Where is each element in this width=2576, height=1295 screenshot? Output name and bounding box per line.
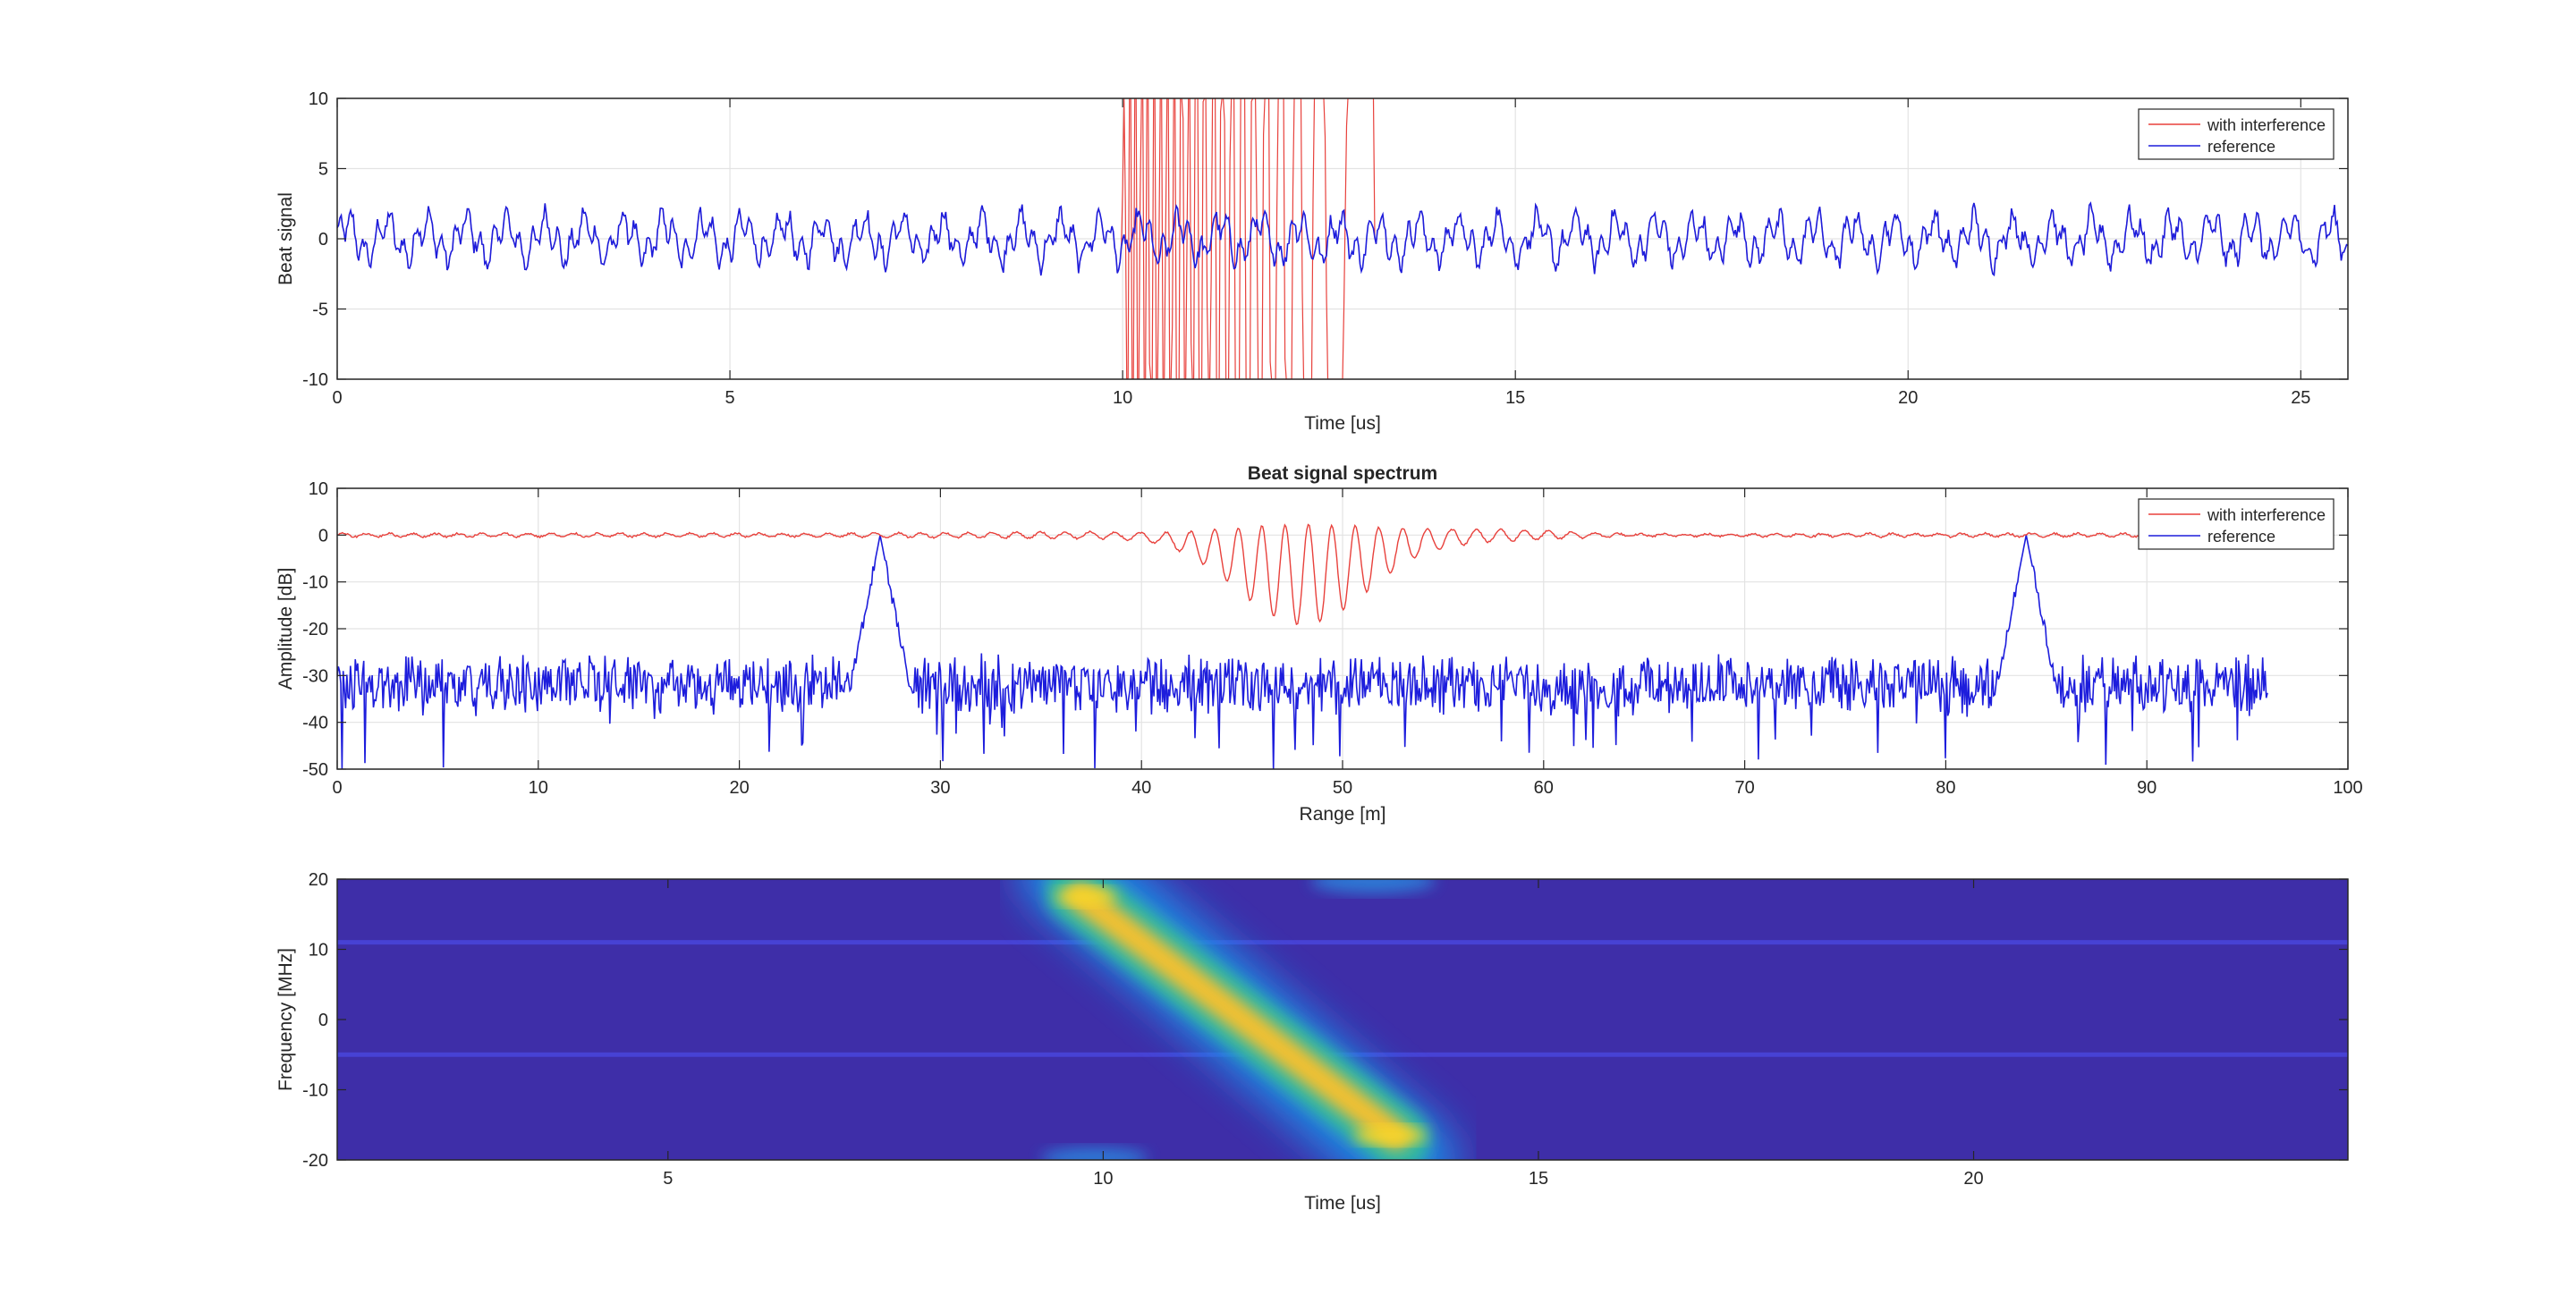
legend-2: with interference reference	[2138, 498, 2334, 550]
y-tick-label: 0	[318, 1011, 328, 1030]
y-tick-label: 10	[309, 941, 328, 961]
xlabel-3: Time [us]	[1304, 1193, 1381, 1214]
y-tick-label: -10	[302, 1081, 328, 1101]
y-tick-label: -10	[302, 573, 328, 593]
series-reference-spectrum	[337, 535, 2268, 769]
x-tick-label: 40	[1131, 778, 1151, 798]
chirp-wrap-bottom	[1040, 1147, 1148, 1160]
chirp-end-peak	[1354, 1126, 1427, 1145]
ticks-1: 0 5 10 15 20 25 -10 -5 0 5 10	[302, 89, 2348, 408]
ticks-3: 5 10 15 20 -20 -10 0 10 20	[302, 870, 2348, 1189]
legend-box-1	[2138, 108, 2334, 160]
y-tick-label: -20	[302, 620, 328, 639]
ylabel-1: Beat signal	[275, 192, 296, 285]
panel-time-signal: 0 5 10 15 20 25 -10 -5 0 5 10 Time [us] Beat signa…	[275, 89, 2349, 434]
ticks-2: 0 10 20 30 40 50 60 70 80 90 100 -50 -40 -30 -20 -10 0 10	[302, 479, 2363, 798]
spectrogram-chirp	[1020, 879, 1458, 1160]
y-tick-label: -5	[312, 300, 328, 320]
chirp-core	[1066, 882, 1411, 1150]
x-tick-label: 60	[1534, 778, 1554, 798]
x-tick-label: 15	[1529, 1169, 1548, 1189]
legend-box-2	[2138, 498, 2334, 550]
x-tick-label: 5	[725, 388, 735, 408]
y-tick-label: 10	[309, 479, 328, 499]
spectrogram-faint-line-upper	[337, 940, 2348, 945]
series-with-interference-spectrum	[337, 523, 2157, 626]
chirp-wrap-top	[1310, 879, 1436, 893]
y-tick-label: 0	[318, 230, 328, 250]
legend-label-interference-1: with interference	[2207, 116, 2326, 134]
x-tick-label: 30	[930, 778, 950, 798]
series-reference-time	[337, 201, 2348, 277]
xlabel-1: Time [us]	[1304, 413, 1381, 434]
chirp-start-peak	[1055, 887, 1117, 906]
x-tick-label: 80	[1936, 778, 1955, 798]
ylabel-3: Frequency [MHz]	[275, 948, 296, 1091]
x-tick-label: 15	[1505, 388, 1525, 408]
x-tick-label: 20	[729, 778, 749, 798]
x-tick-label: 20	[1898, 388, 1918, 408]
y-tick-label: -50	[302, 760, 328, 780]
x-tick-label: 90	[2137, 778, 2157, 798]
legend-label-reference-2: reference	[2207, 528, 2275, 546]
x-tick-label: 5	[663, 1169, 673, 1189]
x-tick-label: 20	[1963, 1169, 1983, 1189]
x-tick-label: 10	[529, 778, 548, 798]
y-tick-label: -10	[302, 370, 328, 390]
panel-spectrum: 0 10 20 30 40 50 60 70 80 90 100 -50 -40 -30 -20 -10 0 10…	[275, 463, 2363, 825]
y-tick-label: 10	[309, 89, 328, 109]
y-tick-label: 20	[309, 870, 328, 890]
legend-label-reference-1: reference	[2207, 138, 2275, 156]
y-tick-label: 0	[318, 526, 328, 546]
panel-spectrogram: 5 10 15 20 -20 -10 0 10 20 Time [us] Frequency […	[275, 870, 2349, 1214]
legend-1: with interference reference	[2138, 108, 2334, 160]
x-tick-label: 100	[2333, 778, 2362, 798]
x-tick-label: 0	[332, 778, 342, 798]
legend-label-interference-2: with interference	[2207, 506, 2326, 524]
chart-title-2: Beat signal spectrum	[1248, 463, 1437, 484]
xlabel-2: Range [m]	[1300, 804, 1386, 825]
y-tick-label: 5	[318, 160, 328, 180]
x-tick-label: 0	[332, 388, 342, 408]
y-tick-label: -30	[302, 666, 328, 686]
y-tick-label: -20	[302, 1151, 328, 1171]
x-tick-label: 10	[1093, 1169, 1113, 1189]
y-tick-label: -40	[302, 714, 328, 733]
x-tick-label: 10	[1113, 388, 1132, 408]
x-tick-label: 70	[1734, 778, 1754, 798]
x-tick-label: 25	[2291, 388, 2310, 408]
ylabel-2: Amplitude [dB]	[275, 568, 296, 690]
x-tick-label: 50	[1333, 778, 1352, 798]
